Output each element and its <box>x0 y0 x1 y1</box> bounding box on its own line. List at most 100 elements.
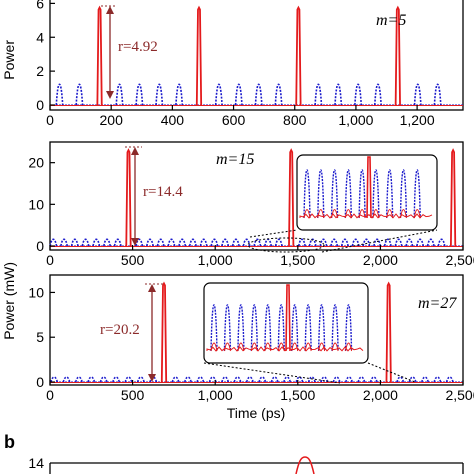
inset-blue-pulse <box>330 169 339 219</box>
blue-pulse <box>233 376 242 383</box>
blue-pulse <box>167 238 176 247</box>
blue-pulse <box>274 238 283 247</box>
blue-pulse <box>171 376 180 383</box>
blue-pulse <box>270 376 279 383</box>
blue-pulse <box>437 238 446 247</box>
inset-blue-pulse <box>317 304 326 352</box>
ratio-arrowhead-top-panel1 <box>106 6 114 14</box>
x-tick-label: 0 <box>46 252 54 268</box>
blue-pulse <box>274 83 283 106</box>
m-label-panel1: m=5 <box>376 12 406 29</box>
blue-pulse <box>421 376 429 383</box>
y-tick-label: 10 <box>28 196 44 212</box>
inset-red-bump <box>386 209 394 219</box>
y-tick-label: 5 <box>36 329 44 345</box>
x-tick-label: 1,000 <box>198 387 233 403</box>
y-tick-label: 0 <box>36 238 44 254</box>
inset-blue-pulse <box>317 169 325 219</box>
y-axis-label-panel1: Power <box>1 40 17 80</box>
blue-pulse <box>357 376 366 383</box>
blue-pulse <box>50 376 59 383</box>
blue-pulse <box>60 238 69 247</box>
blue-pulse <box>314 83 323 106</box>
panel-m5: Power 0 200 400 600 800 1,000 1,200 0 2 4 6 r=4.92… <box>1 0 464 128</box>
blue-pulse <box>234 83 243 106</box>
blue-pulse <box>145 238 154 247</box>
blue-pulse <box>394 238 403 247</box>
blue-pulse <box>175 83 184 106</box>
blue-pulse <box>75 83 84 106</box>
blue-pulse <box>297 238 306 247</box>
y-tick-label-panelb: 14 <box>28 455 44 471</box>
inset-blue-pulse <box>385 169 394 219</box>
blue-pulse <box>264 238 273 247</box>
x-tick-label: 0 <box>46 387 54 403</box>
blue-pulse <box>115 83 124 106</box>
blue-pulse <box>103 238 111 247</box>
blue-pulse <box>396 376 405 383</box>
inset-blue-pulse <box>291 304 299 352</box>
x-tick-label: 1,500 <box>280 387 315 403</box>
inset-connector-right-panel2 <box>321 229 438 253</box>
blue-pulse <box>87 376 96 383</box>
ticks-panel1: 0 200 400 600 800 1,000 1,200 0 2 4 6 <box>36 0 435 128</box>
x-tick-label: 2,000 <box>363 252 398 268</box>
x-tick-label: 500 <box>121 252 145 268</box>
inset-panel2 <box>247 154 438 253</box>
blue-pulse <box>283 376 292 383</box>
blue-pulse <box>362 238 371 247</box>
y-tick-label: 2 <box>36 63 44 79</box>
inset-blue-pulse <box>358 169 366 219</box>
blue-pulse <box>405 238 414 247</box>
inset-blue-pulse <box>413 169 421 219</box>
y-tick-label: 20 <box>28 155 44 171</box>
blue-pulse <box>135 83 144 106</box>
blue-pulse <box>99 376 108 383</box>
blue-pulse <box>196 376 205 383</box>
x-axis-label-panel3: Time (ps) <box>227 405 286 421</box>
blue-pulse <box>330 238 339 247</box>
series-panel3 <box>50 281 463 383</box>
inset-blue-pulse <box>264 304 272 352</box>
ratio-annotation-panel1: r=4.92 <box>101 5 158 99</box>
plot-frame-panel1 <box>49 0 464 111</box>
panel-b: b 14 <box>4 432 464 474</box>
x-tick-label: 200 <box>100 112 124 128</box>
inset-blue-pulse <box>277 304 285 352</box>
series-panel1 <box>50 5 463 106</box>
ratio-arrowhead-bottom-panel2 <box>131 238 139 246</box>
inset-blue-pulse <box>344 169 353 219</box>
panel-m27: Power (mW) 05001,0001,5002,0002,5000510 … <box>1 262 474 421</box>
blue-pulse <box>155 83 164 106</box>
blue-pulse <box>136 376 145 383</box>
blue-pulse <box>221 376 230 383</box>
red-pulse <box>288 148 295 247</box>
ticks-panel2: 0 500 1,000 1,500 2,000 2,500 0 10 20 <box>28 155 474 268</box>
blue-pulse <box>373 83 382 106</box>
ratio-annotation-panel3: r=20.2 <box>100 283 164 382</box>
x-tick-label: 2,000 <box>363 387 398 403</box>
blue-pulse <box>156 238 165 247</box>
blue-pulse <box>433 376 442 383</box>
x-tick-label: 500 <box>121 387 145 403</box>
plot-frame-panel3 <box>49 274 464 386</box>
x-tick-label: 2,500 <box>445 252 474 268</box>
blue-pulse <box>354 83 363 106</box>
blue-pulse <box>199 238 208 247</box>
blue-pulse <box>433 83 442 106</box>
inset-series-panel3 <box>206 284 364 352</box>
blue-pulse <box>416 238 425 247</box>
series-panel2 <box>49 148 463 247</box>
blue-pulse <box>351 238 360 247</box>
inset-panel3 <box>203 282 416 384</box>
inset-blue-pulse <box>344 304 353 352</box>
blue-pulse <box>258 376 267 383</box>
ratio-label-panel3: r=20.2 <box>100 322 140 338</box>
red-pulse <box>295 5 302 106</box>
ratio-arrowhead-bottom-panel3 <box>148 374 156 382</box>
inset-blue-pulse <box>210 304 218 352</box>
inset-blue-pulse <box>331 304 339 352</box>
blue-pulse <box>319 238 328 247</box>
inset-blue-pulse <box>304 304 312 352</box>
x-tick-label: 1,200 <box>400 112 435 128</box>
